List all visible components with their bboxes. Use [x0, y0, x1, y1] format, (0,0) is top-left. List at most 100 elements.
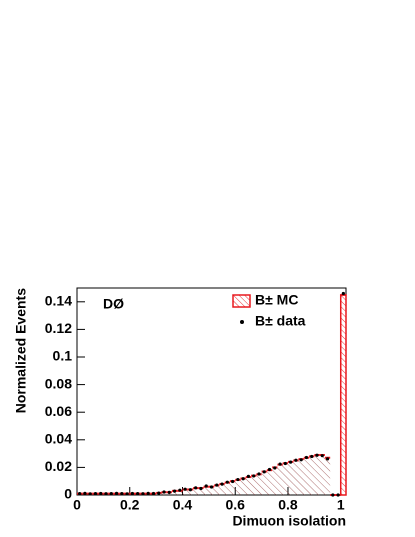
y-axis-label: Normalized Events — [13, 288, 29, 413]
y-tick-label: 0 — [64, 486, 72, 502]
mc-bar — [309, 456, 315, 495]
data-point — [257, 472, 261, 476]
data-point — [331, 493, 335, 497]
mc-bar — [203, 486, 209, 495]
mc-bar — [261, 471, 267, 495]
x-tick-label: 1 — [337, 497, 345, 513]
mc-bar — [193, 488, 199, 495]
mc-bar — [171, 490, 178, 495]
mc-bar — [245, 477, 252, 495]
data-point — [109, 492, 113, 496]
data-point — [315, 453, 319, 457]
mc-bar — [177, 490, 183, 495]
x-tick-label: 0.8 — [278, 497, 298, 513]
mc-bar — [229, 481, 236, 495]
mc-bar — [251, 475, 257, 495]
data-point — [104, 492, 108, 496]
data-point — [209, 485, 214, 489]
data-point — [273, 466, 277, 470]
data-point — [162, 490, 166, 494]
data-point — [130, 491, 134, 496]
experiment-label: DØ — [103, 296, 124, 312]
data-point — [341, 291, 345, 296]
mc-bar — [277, 464, 283, 495]
data-point — [167, 490, 171, 494]
mc-bar — [314, 454, 320, 495]
y-tick-label: 0.02 — [45, 458, 72, 474]
data-point — [320, 454, 324, 458]
mc-bar — [293, 460, 299, 495]
data-point — [141, 492, 145, 496]
data-point — [241, 477, 245, 481]
data-point — [246, 474, 251, 478]
data-point — [146, 491, 150, 495]
mc-bar — [298, 459, 304, 495]
data-point — [252, 474, 256, 478]
mc-bar — [208, 486, 215, 495]
y-tick-label: 0.12 — [45, 320, 72, 336]
data-point — [157, 491, 161, 495]
data-point — [151, 491, 156, 496]
mc-bar — [287, 461, 294, 495]
mc-bar — [214, 485, 220, 495]
y-tick-label: 0.06 — [45, 403, 72, 419]
data-point — [325, 457, 330, 461]
data-point — [220, 482, 224, 486]
mc-bar — [272, 467, 278, 495]
data-point — [172, 489, 177, 493]
mc-bar — [266, 470, 273, 495]
mc-bar — [219, 483, 225, 495]
mc-bar — [324, 457, 331, 495]
data-point — [199, 486, 203, 491]
mc-bar — [198, 488, 204, 495]
mc-bar — [161, 492, 167, 495]
data-point — [183, 487, 187, 491]
data-point — [93, 492, 98, 496]
mc-bar — [319, 454, 325, 495]
data-point — [294, 458, 298, 462]
mc-bar — [235, 479, 241, 495]
data-point — [194, 486, 198, 490]
data-point — [262, 470, 266, 474]
x-tick-label: 0.6 — [226, 497, 246, 513]
y-tick-label: 0.1 — [53, 348, 73, 364]
data-point — [88, 492, 92, 496]
data-point — [78, 492, 82, 496]
data-point — [230, 479, 235, 484]
data-point — [304, 455, 309, 460]
data-point — [289, 460, 293, 464]
data-point — [283, 461, 287, 466]
data-point — [278, 462, 282, 466]
mc-bar — [282, 463, 288, 495]
mc-bar — [187, 489, 194, 495]
mc-bar — [224, 482, 230, 495]
y-tick-label: 0.08 — [45, 375, 72, 391]
data-point — [225, 480, 229, 484]
legend-swatch — [232, 294, 251, 308]
data-point — [136, 492, 140, 496]
mc-bar — [339, 294, 347, 496]
data-point — [188, 488, 193, 492]
y-tick-label: 0.14 — [45, 293, 72, 309]
data-point — [299, 458, 303, 462]
data-point — [178, 488, 182, 492]
x-axis-label: Dimuon isolation — [232, 513, 346, 529]
mc-bar — [240, 478, 246, 495]
data-point — [310, 454, 314, 459]
data-point — [236, 477, 240, 482]
data-point — [125, 492, 129, 496]
x-tick-label: 0 — [73, 497, 81, 513]
data-point — [99, 491, 103, 496]
data-point — [204, 484, 208, 488]
data-point — [120, 492, 124, 496]
mc-bar — [303, 457, 310, 495]
x-tick-label: 0.4 — [173, 497, 193, 513]
data-point — [336, 493, 340, 497]
mc-bar — [256, 474, 262, 495]
data-point — [83, 491, 87, 495]
y-tick-label: 0.04 — [45, 431, 72, 447]
legend-label: B± data — [255, 313, 306, 329]
legend-label: B± MC — [255, 292, 298, 308]
data-point — [215, 483, 219, 487]
